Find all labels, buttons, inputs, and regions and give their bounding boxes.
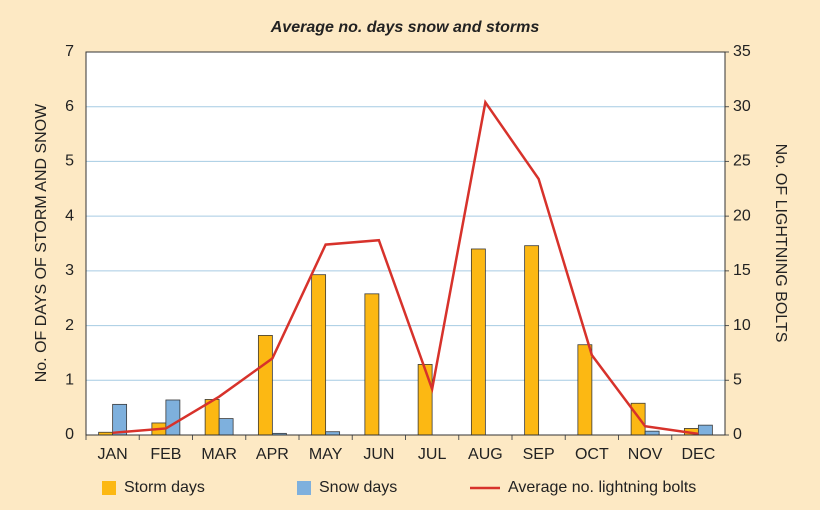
y-tick-label: 1: [65, 372, 74, 389]
y-tick-label: 4: [65, 207, 74, 224]
y2-tick-label: 15: [733, 262, 751, 279]
x-tick-label: OCT: [575, 446, 609, 463]
y2-tick-label: 0: [733, 426, 742, 443]
chart-title: Average no. days snow and storms: [270, 19, 540, 36]
y-tick-label: 3: [65, 262, 74, 279]
bar: [417, 364, 433, 436]
x-tick-label: JUL: [418, 446, 447, 463]
y-axis-label: No. OF DAYS OF STORM AND SNOW: [33, 103, 50, 382]
plot-border: [85, 51, 726, 436]
y-tick-label: 7: [65, 43, 74, 60]
x-tick-label: AUG: [468, 446, 503, 463]
y2-tick-label: 10: [733, 317, 751, 334]
y2-axis-label: No. OF LIGHTNING BOLTS: [772, 144, 789, 343]
bar: [311, 274, 327, 436]
bar: [644, 430, 660, 436]
legend-swatch: [297, 481, 311, 495]
y2-tick-label: 5: [733, 372, 742, 389]
bar: [630, 402, 646, 436]
x-tick-label: JUN: [363, 446, 394, 463]
line-series: [112, 99, 699, 436]
y-tick-label: 6: [65, 98, 74, 115]
legend-label: Snow days: [319, 479, 397, 496]
legend-swatch: [102, 481, 116, 495]
x-tick-label: MAY: [309, 446, 343, 463]
x-tick-label: NOV: [628, 446, 663, 463]
bar: [577, 344, 593, 436]
x-tick-label: DEC: [681, 446, 715, 463]
legend-label: Storm days: [124, 479, 205, 496]
y-tick-label: 2: [65, 317, 74, 334]
bar: [218, 418, 234, 436]
y-tick-label: 5: [65, 153, 74, 170]
plot-area: [86, 52, 725, 435]
bar: [364, 293, 380, 436]
bar: [524, 245, 540, 436]
x-tick-label: FEB: [150, 446, 181, 463]
x-tick-label: JAN: [98, 446, 128, 463]
y2-tick-label: 20: [733, 207, 751, 224]
x-tick-label: SEP: [523, 446, 555, 463]
bar: [112, 403, 128, 436]
bar: [257, 335, 273, 436]
x-tick-label: APR: [256, 446, 289, 463]
y2-tick-label: 35: [733, 43, 751, 60]
y2-tick-label: 30: [733, 98, 751, 115]
bar: [697, 424, 713, 436]
bar: [165, 399, 181, 436]
x-tick-label: MAR: [201, 446, 237, 463]
y-tick-label: 0: [65, 426, 74, 443]
legend-label: Average no. lightning bolts: [508, 479, 696, 496]
y2-tick-label: 25: [733, 153, 751, 170]
bar: [470, 248, 486, 436]
